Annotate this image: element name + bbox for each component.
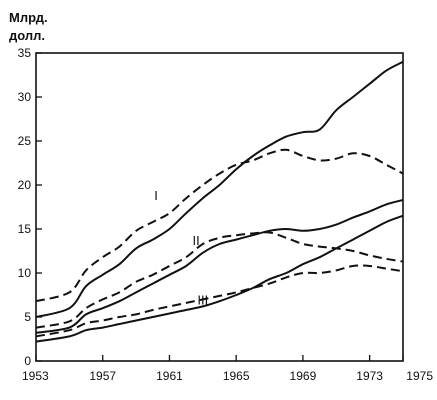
y-tick-label: 15 bbox=[18, 222, 32, 236]
x-tick-label: 1961 bbox=[156, 369, 183, 383]
x-tick-label: 1969 bbox=[290, 369, 317, 383]
y-unit-label-line2: долл. bbox=[9, 28, 45, 43]
y-tick-label: 25 bbox=[18, 134, 32, 148]
plot-frame bbox=[35, 52, 404, 362]
series-line-ii-solid bbox=[35, 199, 404, 334]
series-line-i-solid bbox=[35, 60, 404, 318]
series-label-i: I bbox=[154, 188, 158, 203]
y-tick-label: 10 bbox=[18, 266, 32, 280]
x-tick-label: 1957 bbox=[89, 369, 116, 383]
x-tick-label: 1973 bbox=[356, 369, 383, 383]
y-tick-label: 30 bbox=[18, 90, 32, 104]
series-line-iii-dashed bbox=[35, 264, 404, 338]
series-line-i-dashed bbox=[35, 148, 404, 303]
x-tick-label: 1965 bbox=[223, 369, 250, 383]
series-line-ii-dashed bbox=[35, 231, 404, 329]
y-tick-label: 20 bbox=[18, 178, 32, 192]
x-tick-label: 1953 bbox=[22, 369, 49, 383]
y-unit-label-line1: Млрд. bbox=[9, 10, 48, 25]
series-line-iii-solid bbox=[35, 214, 404, 343]
series-lines bbox=[35, 60, 404, 343]
y-tick-label: 35 bbox=[18, 46, 32, 60]
series-label-iii: III bbox=[197, 293, 208, 308]
y-tick-label: 0 bbox=[24, 354, 31, 368]
series-label-ii: II bbox=[193, 233, 200, 248]
y-tick-label: 5 bbox=[24, 310, 31, 324]
axes: 0 5 10 15 20 25 30 35 1953 1957 1961 1965 1969 1973 19… bbox=[18, 46, 434, 383]
x-tick-label: 1975 bbox=[406, 369, 433, 383]
